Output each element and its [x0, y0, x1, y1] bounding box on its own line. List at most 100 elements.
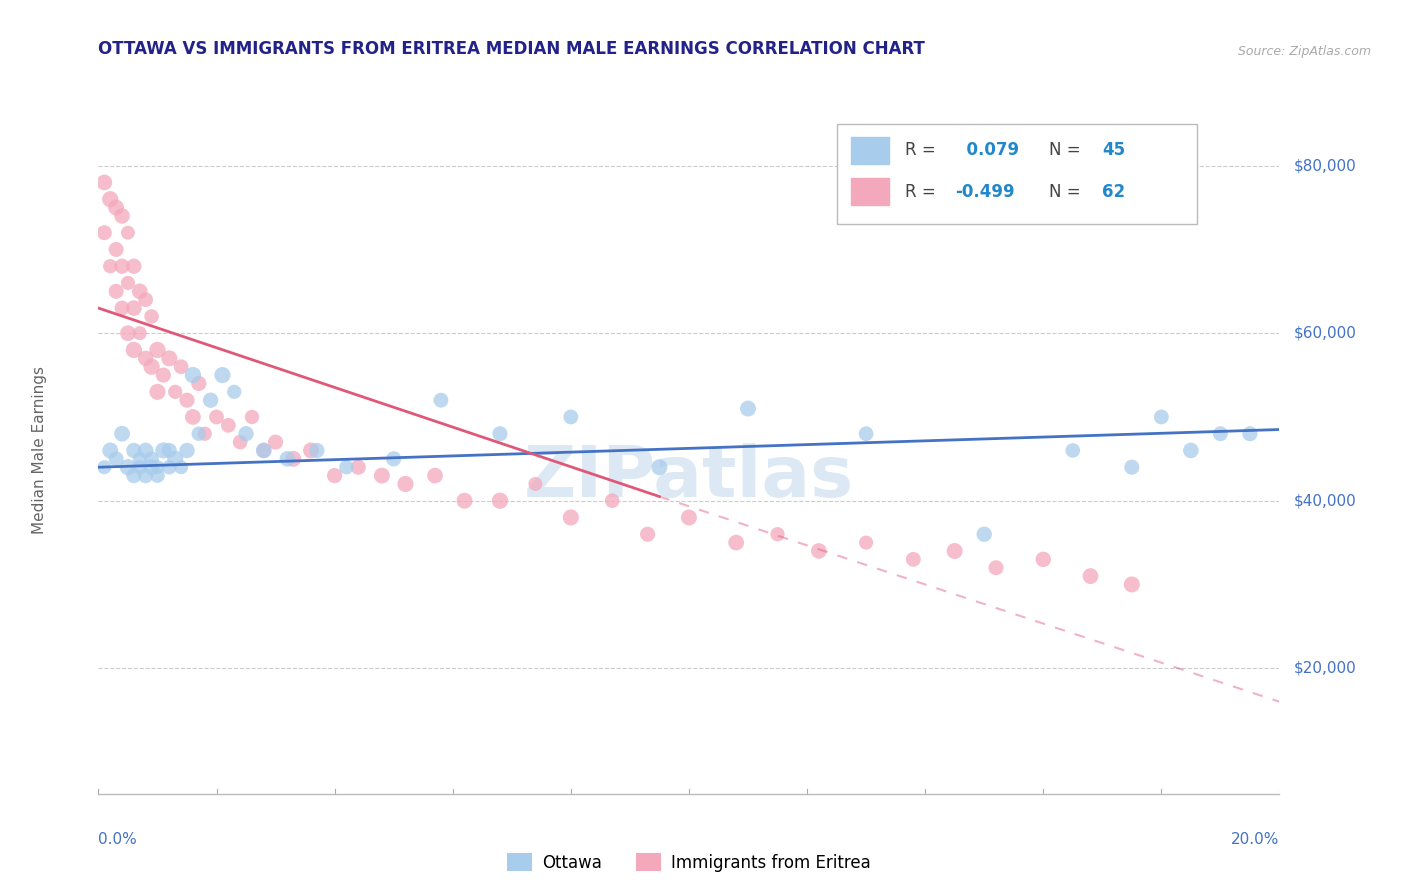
- Text: Source: ZipAtlas.com: Source: ZipAtlas.com: [1237, 45, 1371, 58]
- Point: [678, 510, 700, 524]
- Point: [725, 535, 748, 549]
- Point: [141, 460, 163, 475]
- Point: [600, 493, 623, 508]
- Point: [1239, 426, 1261, 441]
- Text: -0.499: -0.499: [955, 183, 1014, 201]
- Point: [430, 393, 453, 408]
- Point: [1032, 552, 1054, 566]
- Point: [305, 443, 328, 458]
- Point: [93, 460, 115, 475]
- Point: [235, 426, 257, 441]
- Point: [453, 493, 475, 508]
- Legend: Ottawa, Immigrants from Eritrea: Ottawa, Immigrants from Eritrea: [501, 847, 877, 879]
- Text: R =: R =: [905, 183, 941, 201]
- Text: $20,000: $20,000: [1294, 661, 1357, 676]
- Point: [135, 443, 157, 458]
- Text: $40,000: $40,000: [1294, 493, 1357, 508]
- Point: [323, 468, 346, 483]
- Point: [117, 460, 139, 475]
- Point: [105, 285, 128, 299]
- Point: [217, 418, 239, 433]
- Point: [283, 451, 305, 466]
- Point: [128, 326, 150, 341]
- Point: [146, 343, 169, 357]
- Point: [984, 560, 1007, 574]
- Text: $80,000: $80,000: [1294, 158, 1357, 173]
- Point: [93, 226, 115, 240]
- Point: [152, 443, 174, 458]
- Point: [205, 409, 228, 424]
- Point: [135, 468, 157, 483]
- FancyBboxPatch shape: [837, 124, 1197, 224]
- Point: [98, 192, 121, 206]
- Text: Median Male Earnings: Median Male Earnings: [32, 367, 46, 534]
- Point: [105, 451, 128, 466]
- Point: [105, 243, 128, 257]
- Point: [128, 285, 150, 299]
- Point: [264, 435, 287, 450]
- Point: [253, 443, 276, 458]
- Point: [276, 451, 298, 466]
- Point: [117, 276, 139, 290]
- Point: [181, 368, 204, 382]
- Point: [117, 326, 139, 341]
- Point: [211, 368, 233, 382]
- Point: [122, 343, 145, 357]
- Point: [648, 460, 671, 475]
- Point: [335, 460, 357, 475]
- Point: [489, 493, 512, 508]
- Point: [1121, 460, 1143, 475]
- Point: [176, 393, 198, 408]
- Point: [135, 351, 157, 366]
- Point: [224, 384, 246, 399]
- Bar: [851, 178, 889, 205]
- Text: 45: 45: [1102, 141, 1125, 160]
- Text: 62: 62: [1102, 183, 1125, 201]
- Point: [371, 468, 394, 483]
- Point: [165, 451, 187, 466]
- Point: [394, 477, 416, 491]
- Point: [135, 293, 157, 307]
- Point: [807, 544, 830, 558]
- Point: [111, 301, 134, 315]
- Point: [560, 510, 582, 524]
- Point: [489, 426, 512, 441]
- Point: [943, 544, 966, 558]
- Point: [737, 401, 759, 416]
- Text: N =: N =: [1049, 183, 1085, 201]
- Point: [122, 468, 145, 483]
- Point: [855, 535, 877, 549]
- Point: [141, 451, 163, 466]
- Point: [194, 426, 217, 441]
- Point: [903, 552, 925, 566]
- Point: [128, 451, 150, 466]
- Point: [117, 226, 139, 240]
- Point: [560, 409, 582, 424]
- Point: [98, 259, 121, 273]
- Point: [128, 460, 150, 475]
- Point: [157, 443, 180, 458]
- Point: [122, 443, 145, 458]
- Text: N =: N =: [1049, 141, 1085, 160]
- Point: [382, 451, 405, 466]
- Point: [524, 477, 547, 491]
- Point: [165, 384, 187, 399]
- Text: $60,000: $60,000: [1294, 326, 1357, 341]
- Text: OTTAWA VS IMMIGRANTS FROM ERITREA MEDIAN MALE EARNINGS CORRELATION CHART: OTTAWA VS IMMIGRANTS FROM ERITREA MEDIAN…: [98, 40, 925, 58]
- Point: [253, 443, 276, 458]
- Point: [1180, 443, 1202, 458]
- Point: [766, 527, 789, 541]
- Point: [146, 460, 169, 475]
- Text: 0.0%: 0.0%: [98, 831, 138, 847]
- Point: [299, 443, 322, 458]
- Text: 0.079: 0.079: [955, 141, 1019, 160]
- Text: ZIPatlas: ZIPatlas: [524, 443, 853, 512]
- Point: [187, 376, 209, 391]
- Point: [141, 359, 163, 374]
- Point: [157, 460, 180, 475]
- Point: [1080, 569, 1102, 583]
- Point: [111, 426, 134, 441]
- Point: [347, 460, 370, 475]
- Point: [157, 351, 180, 366]
- Point: [93, 176, 115, 190]
